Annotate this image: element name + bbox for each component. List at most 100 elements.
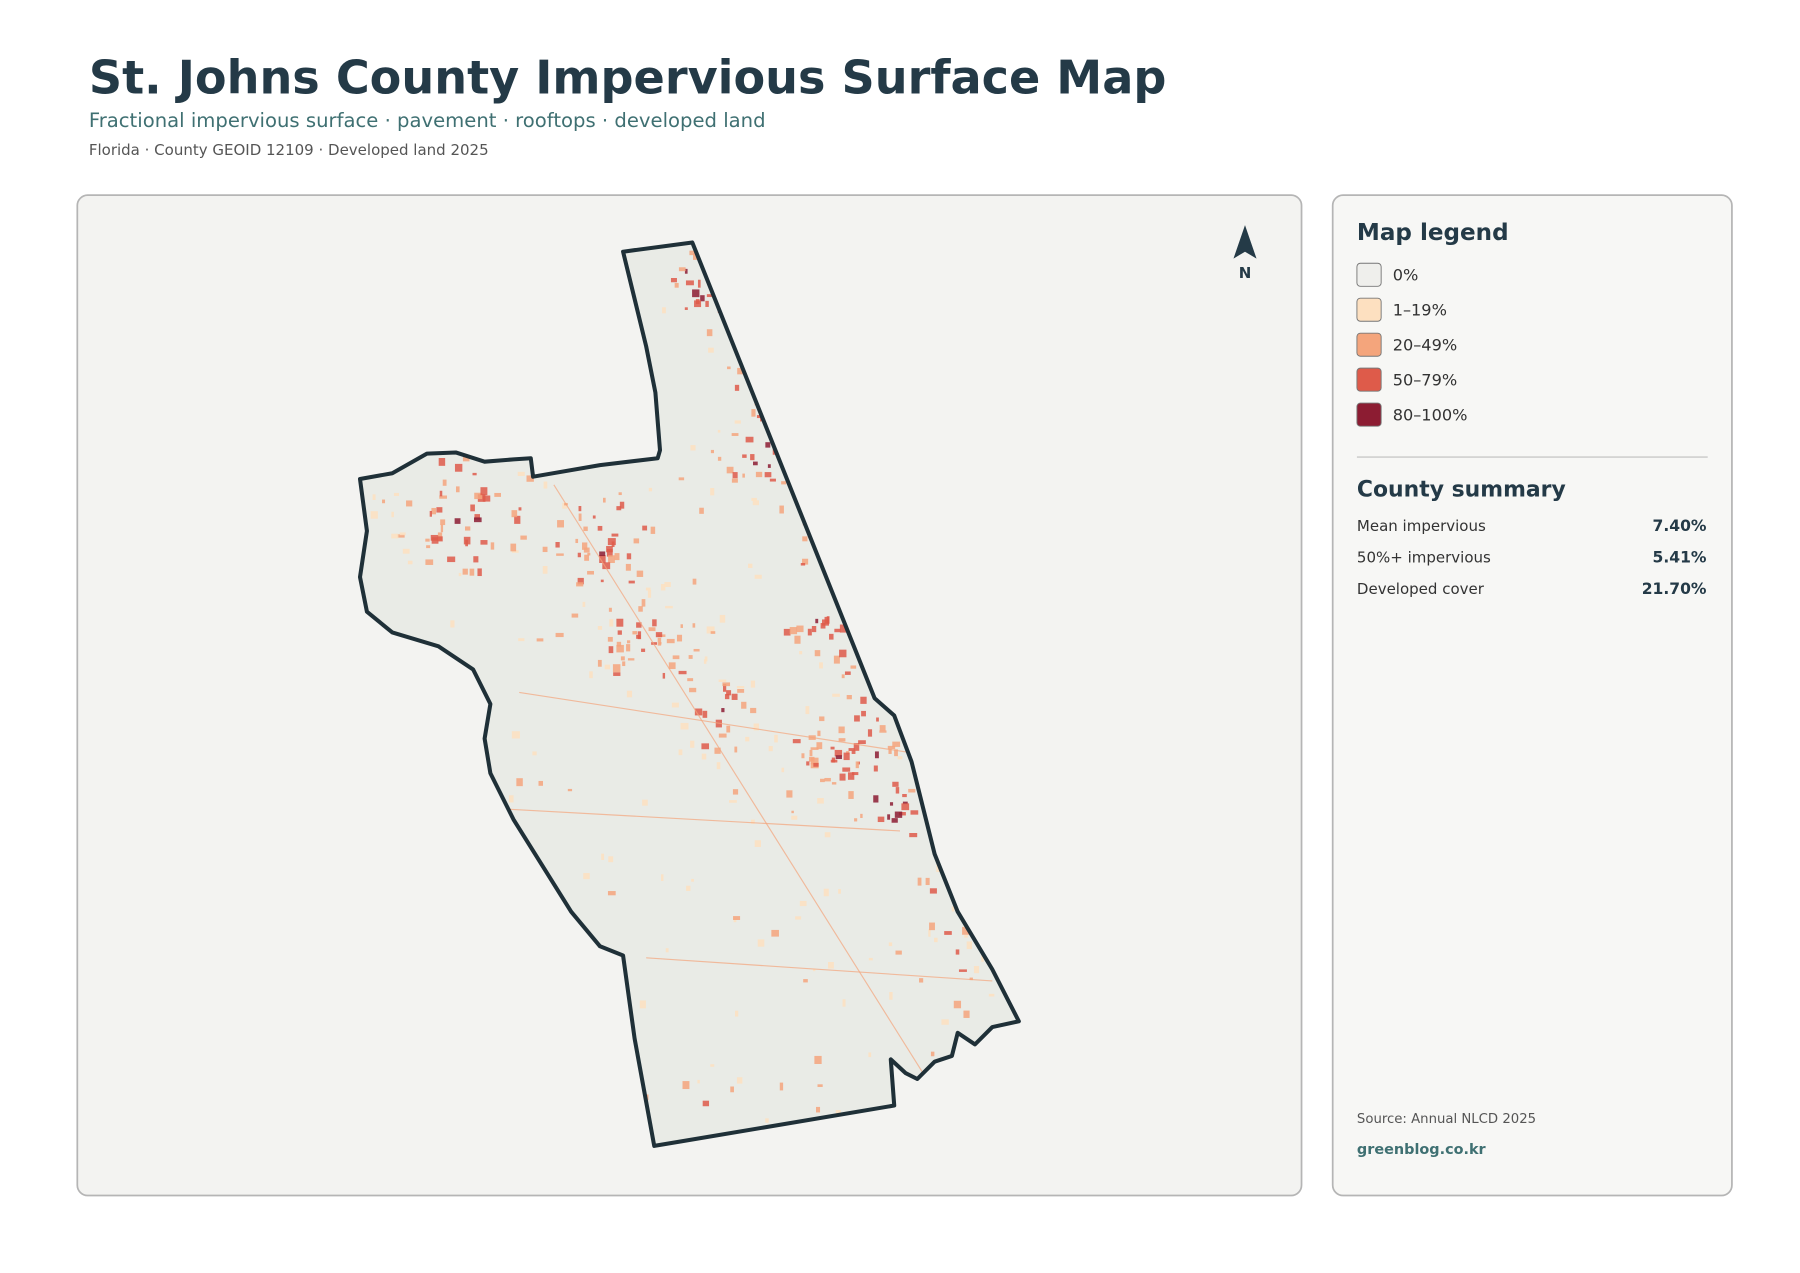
raster-cell [816, 1106, 821, 1113]
raster-cell [636, 570, 644, 577]
raster-cell [710, 631, 716, 634]
north-arrow [1233, 225, 1257, 259]
raster-cell [786, 790, 793, 798]
raster-cell [716, 762, 721, 770]
raster-cell [733, 917, 737, 923]
raster-cell [850, 665, 857, 669]
raster-cell [729, 800, 737, 803]
raster-cell [765, 1118, 769, 1123]
raster-cell [494, 492, 501, 497]
raster-cell [718, 679, 727, 682]
raster-cell [841, 674, 845, 679]
raster-cell [666, 638, 675, 644]
raster-cell [988, 993, 995, 997]
raster-cell [721, 708, 725, 713]
raster-cell [689, 250, 697, 256]
raster-cell [536, 638, 544, 642]
raster-cell [828, 962, 834, 969]
raster-cell [733, 916, 741, 920]
raster-cell [518, 638, 525, 642]
raster-cell [642, 525, 648, 531]
raster-cell [834, 628, 841, 633]
raster-cell [627, 658, 635, 661]
raster-cell [754, 840, 761, 847]
raster-cell [941, 1019, 949, 1025]
raster-cell [969, 977, 973, 981]
raster-cell [687, 678, 694, 682]
raster-cell [842, 767, 851, 772]
raster-cell [648, 487, 653, 492]
raster-cell [442, 479, 447, 486]
raster-cell [577, 552, 581, 558]
raster-cell [458, 572, 462, 577]
raster-cell [447, 556, 456, 563]
raster-cell [876, 717, 879, 722]
raster-cell [908, 788, 916, 793]
raster-cell [440, 524, 444, 533]
raster-cell [684, 307, 688, 310]
raster-cell [706, 329, 713, 337]
raster-cell [538, 780, 543, 786]
raster-cell [556, 553, 564, 556]
raster-cell [887, 814, 891, 820]
raster-cell [757, 939, 765, 947]
raster-cell [599, 555, 606, 563]
raster-cell [606, 549, 613, 557]
raster-cell [879, 730, 887, 733]
raster-cell [768, 746, 773, 752]
raster-cell [860, 696, 867, 704]
raster-cell [934, 937, 938, 943]
raster-cell [917, 877, 922, 886]
raster-cell [832, 693, 840, 697]
raster-cell [614, 553, 620, 561]
raster-cell [603, 497, 606, 503]
raster-cell [838, 726, 845, 734]
raster-cell [717, 429, 721, 433]
raster-cell [817, 798, 824, 804]
raster-cell [463, 536, 471, 545]
raster-cell [822, 619, 830, 626]
raster-cell [731, 433, 739, 436]
raster-cell [765, 442, 771, 448]
raster-cell [726, 725, 731, 733]
raster-cell [750, 680, 756, 688]
raster-cell [779, 505, 784, 514]
raster-cell [732, 472, 738, 479]
raster-cell [632, 631, 638, 635]
raster-cell [682, 1081, 690, 1090]
raster-cell [892, 781, 899, 787]
raster-cell [456, 486, 460, 493]
raster-cell [861, 710, 866, 717]
raster-cell [688, 655, 693, 659]
raster-cell [748, 563, 753, 568]
legend-title: Map legend [1357, 220, 1509, 246]
raster-cell [894, 811, 903, 818]
raster-cell [587, 570, 594, 575]
raster-cell [708, 347, 714, 353]
road [484, 807, 901, 832]
raster-cell [815, 618, 819, 624]
raster-cell [710, 488, 715, 496]
raster-cell [462, 568, 468, 575]
raster-cell [727, 366, 731, 370]
summary-value: 5.41% [1653, 548, 1707, 566]
raster-cell [670, 278, 677, 283]
raster-cell [722, 682, 731, 687]
raster-cell [847, 772, 855, 780]
raster-cell [724, 694, 730, 700]
north-label: N [1239, 264, 1252, 282]
raster-cell [526, 475, 534, 482]
raster-cell [726, 466, 734, 474]
raster-cell [730, 1086, 734, 1093]
raster-cell [600, 579, 604, 583]
summary-title: County summary [1357, 477, 1566, 502]
subtitle: Fractional impervious surface · pavement… [89, 109, 766, 132]
raster-cell [542, 566, 548, 574]
raster-cell [701, 753, 707, 760]
raster-cell [633, 538, 640, 544]
raster-cell [592, 515, 596, 519]
raster-cell [639, 1000, 646, 1009]
raster-cell [873, 765, 878, 772]
raster-cell [661, 874, 664, 881]
raster-cell [735, 1010, 739, 1017]
